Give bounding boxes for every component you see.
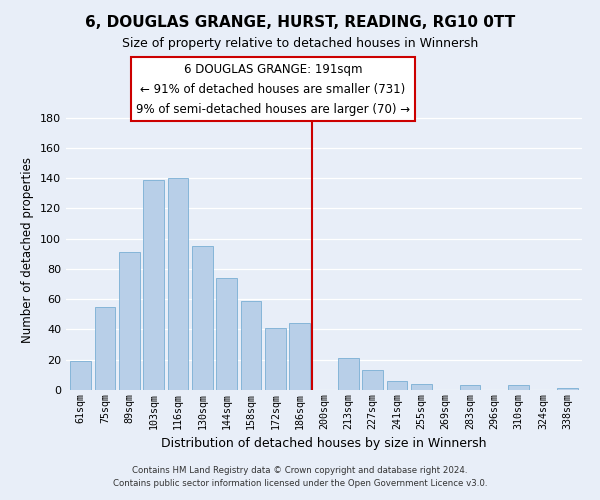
Bar: [143, 180, 164, 390]
Bar: [95, 307, 115, 390]
Bar: [338, 358, 359, 390]
Text: 6 DOUGLAS GRANGE: 191sqm
← 91% of detached houses are smaller (731)
9% of semi-d: 6 DOUGLAS GRANGE: 191sqm ← 91% of detach…: [136, 62, 410, 116]
Bar: [192, 246, 212, 390]
Bar: [241, 300, 262, 390]
X-axis label: Distribution of detached houses by size in Winnersh: Distribution of detached houses by size …: [161, 437, 487, 450]
Text: Size of property relative to detached houses in Winnersh: Size of property relative to detached ho…: [122, 38, 478, 51]
Bar: [216, 278, 237, 390]
Bar: [411, 384, 432, 390]
Bar: [289, 324, 310, 390]
Y-axis label: Number of detached properties: Number of detached properties: [22, 157, 34, 343]
Text: 6, DOUGLAS GRANGE, HURST, READING, RG10 0TT: 6, DOUGLAS GRANGE, HURST, READING, RG10 …: [85, 15, 515, 30]
Bar: [460, 386, 481, 390]
Bar: [265, 328, 286, 390]
Bar: [557, 388, 578, 390]
Bar: [70, 361, 91, 390]
Bar: [167, 178, 188, 390]
Bar: [508, 386, 529, 390]
Text: Contains HM Land Registry data © Crown copyright and database right 2024.
Contai: Contains HM Land Registry data © Crown c…: [113, 466, 487, 487]
Bar: [119, 252, 140, 390]
Bar: [386, 381, 407, 390]
Bar: [362, 370, 383, 390]
